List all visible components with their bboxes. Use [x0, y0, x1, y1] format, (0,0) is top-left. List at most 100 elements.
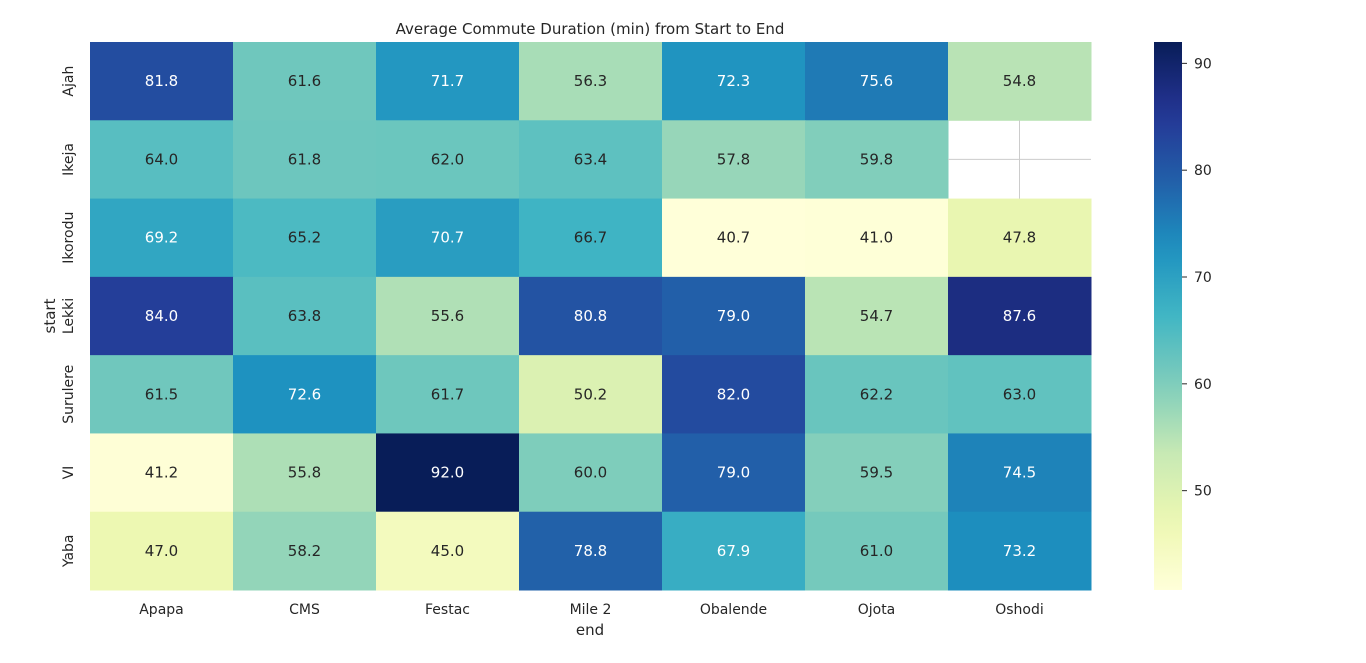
cell-value-label: 92.0 [431, 464, 464, 482]
cell-value-label: 70.7 [431, 229, 464, 247]
heatmap-cell [662, 276, 806, 356]
cell-value-label: 41.0 [860, 229, 893, 247]
colorbar-tick-label: 90 [1194, 56, 1212, 72]
y-tick-label: Ikorodu [61, 212, 77, 264]
heatmap-cell [90, 433, 234, 513]
heatmap-cell [805, 433, 949, 513]
cell-value-label: 73.2 [1003, 542, 1036, 560]
x-tick-labels: Apapa CMS Festac Mile 2 Obalende Ojota Oshodi [139, 602, 1044, 618]
cell-value-label: 64.0 [145, 150, 178, 168]
x-tick-label: Ojota [858, 602, 896, 618]
heatmap-cell [662, 511, 806, 591]
heatmap-cell [90, 511, 234, 591]
heatmap-cell [376, 120, 520, 200]
heatmap-cell [805, 511, 949, 591]
cell-value-label: 72.3 [717, 72, 750, 90]
cell-value-label: 57.8 [717, 150, 750, 168]
heatmap-cell [233, 511, 377, 591]
cell-value-label: 62.2 [860, 385, 893, 403]
heatmap-cell [519, 355, 663, 434]
cell-value-label: 66.7 [574, 229, 607, 247]
y-tick-label: Surulere [61, 365, 77, 424]
heatmap-cell [519, 276, 663, 356]
cell-value-label: 47.0 [145, 542, 178, 560]
cell-value-label: 63.4 [574, 150, 607, 168]
heatmap-cell [233, 120, 377, 200]
cell-value-label: 69.2 [145, 229, 178, 247]
cell-value-label: 84.0 [145, 307, 178, 325]
cell-value-label: 56.3 [574, 72, 607, 90]
cell-value-label: 61.5 [145, 385, 178, 403]
heatmap-cell [376, 433, 520, 513]
cell-value-label: 62.0 [431, 150, 464, 168]
heatmap-cell [90, 355, 234, 434]
heatmap-cell [805, 355, 949, 434]
heatmap-cell [805, 198, 949, 278]
heatmap-cell [519, 433, 663, 513]
cell-value-label: 61.7 [431, 385, 464, 403]
colorbar-tick-label: 80 [1194, 163, 1212, 179]
x-tick-label: Oshodi [995, 602, 1044, 618]
heatmap-cell [376, 42, 520, 121]
heatmap-cell [519, 511, 663, 591]
colorbar-ticks: 50 60 70 80 90 [1182, 56, 1212, 500]
heatmap-cell [233, 42, 377, 121]
cell-value-label: 71.7 [431, 72, 464, 90]
heatmap-cell [376, 355, 520, 434]
heatmap-cell [948, 276, 1092, 356]
cell-value-label: 61.8 [288, 150, 321, 168]
colorbar [1154, 42, 1182, 590]
heatmap-cell [90, 42, 234, 121]
heatmap-cell [662, 433, 806, 513]
heatmap-cell [662, 120, 806, 200]
cell-value-label: 63.8 [288, 307, 321, 325]
cell-value-label: 40.7 [717, 229, 750, 247]
cell-value-label: 58.2 [288, 542, 321, 560]
cell-value-label: 80.8 [574, 307, 607, 325]
cell-value-label: 87.6 [1003, 307, 1036, 325]
y-axis-label: start [41, 298, 59, 333]
cell-value-label: 55.8 [288, 464, 321, 482]
x-tick-label: Obalende [700, 602, 767, 618]
missing-cell-gridlines [948, 120, 1091, 199]
heatmap-cell [519, 120, 663, 200]
cell-value-label: 59.8 [860, 150, 893, 168]
colorbar-tick-label: 50 [1194, 484, 1212, 500]
cell-value-label: 61.6 [288, 72, 321, 90]
heatmap-cell [519, 42, 663, 121]
y-tick-labels: Ajah Ikeja Ikorodu Lekki Surulere VI Yaba [61, 66, 77, 569]
cell-value-label: 55.6 [431, 307, 464, 325]
cell-value-label: 65.2 [288, 229, 321, 247]
heatmap-cell [90, 276, 234, 356]
heatmap-cell [233, 198, 377, 278]
y-tick-label: Yaba [61, 535, 77, 569]
heatmap-cell [662, 198, 806, 278]
y-tick-label: Ikeja [61, 143, 77, 176]
y-tick-label: VI [61, 466, 77, 480]
colorbar-tick-label: 60 [1194, 377, 1212, 393]
x-tick-label: Mile 2 [570, 602, 612, 618]
heatmap-cell [233, 276, 377, 356]
heatmap-cell [948, 433, 1092, 513]
cell-value-label: 63.0 [1003, 385, 1036, 403]
cell-value-label: 78.8 [574, 542, 607, 560]
cell-value-label: 67.9 [717, 542, 750, 560]
colorbar-tick-label: 70 [1194, 270, 1212, 286]
cell-value-label: 72.6 [288, 385, 321, 403]
heatmap-cell [662, 42, 806, 121]
heatmap-cell [376, 276, 520, 356]
cell-value-label: 54.8 [1003, 72, 1036, 90]
cell-value-label: 50.2 [574, 385, 607, 403]
heatmap-cell [233, 355, 377, 434]
heatmap-cell [805, 42, 949, 121]
x-tick-label: Apapa [139, 602, 184, 618]
x-tick-label: CMS [289, 602, 320, 618]
heatmap-cell [90, 198, 234, 278]
heatmap-cell [519, 198, 663, 278]
cell-value-label: 81.8 [145, 72, 178, 90]
heatmap-cells [90, 42, 1092, 591]
heatmap-cell [90, 120, 234, 200]
cell-value-labels: 81.8 61.6 71.7 56.3 72.3 75.6 54.8 64.0 61.8 62.0… [145, 72, 1036, 560]
y-tick-label: Lekki [61, 298, 77, 334]
